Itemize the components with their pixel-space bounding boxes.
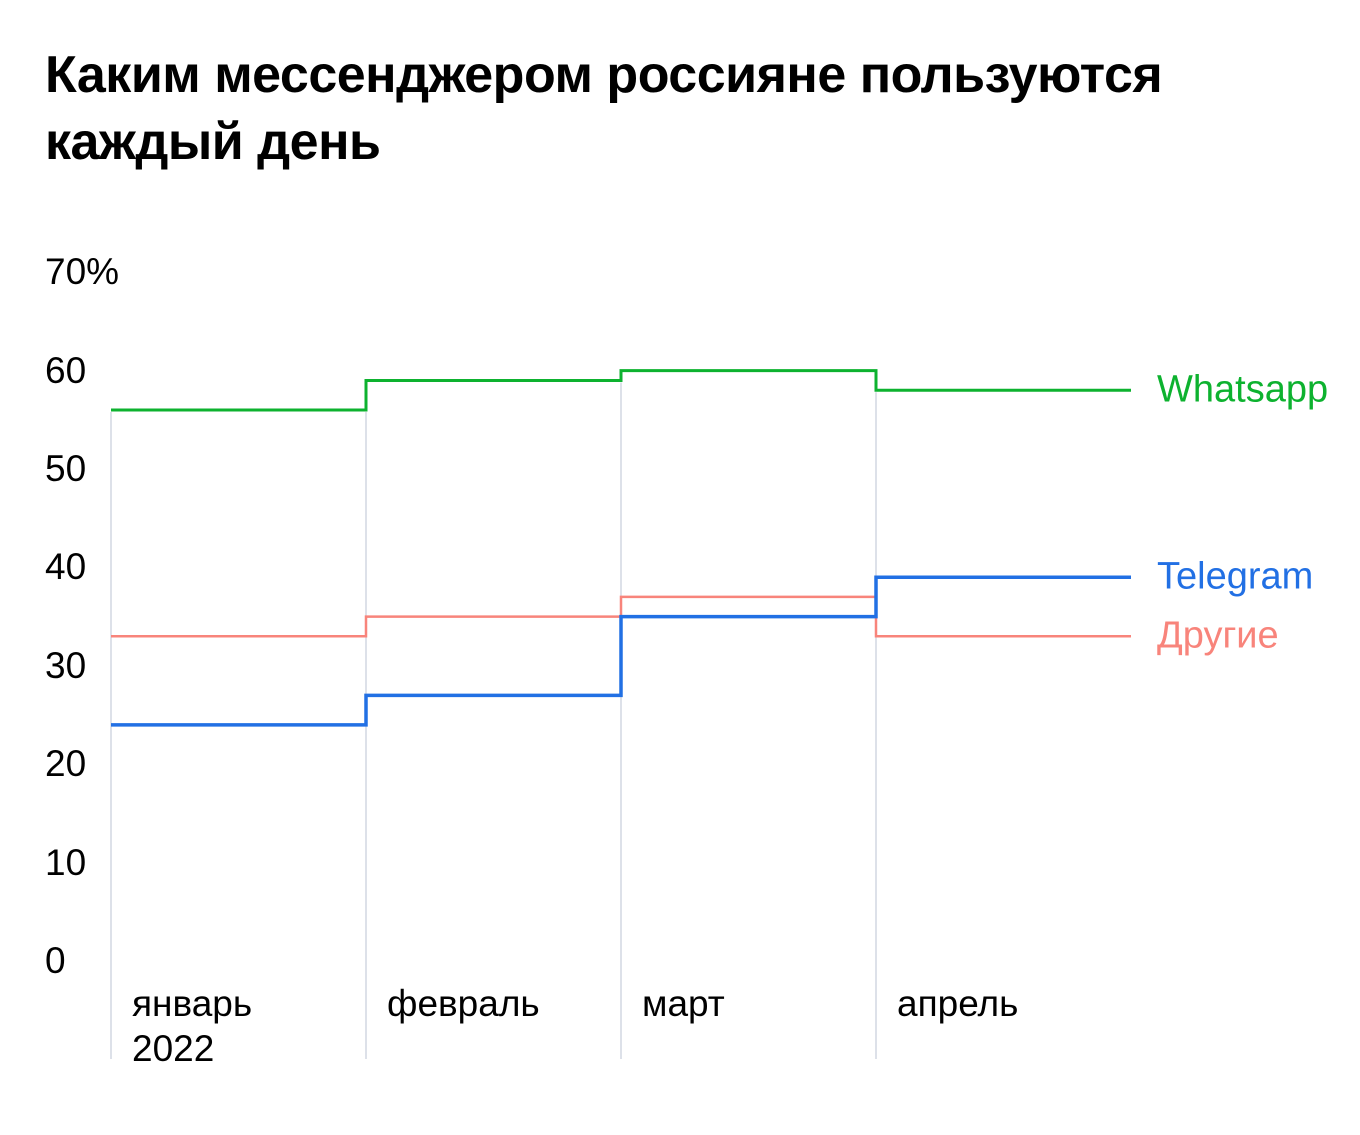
chart-title: Каким мессенджером россияне пользуются к… xyxy=(45,42,1163,176)
chart-title-line-1: Каким мессенджером россияне пользуются xyxy=(45,46,1163,104)
x-tick-label: февраль xyxy=(387,983,540,1024)
legend-label-whatsapp: Whatsapp xyxy=(1157,368,1329,411)
y-tick-label: 0 xyxy=(45,940,66,981)
series-line-другие xyxy=(111,595,1131,638)
legend-label-telegram: Telegram xyxy=(1157,555,1314,598)
x-tick-label: январь 2022 xyxy=(132,983,253,1069)
y-tick-label: 50 xyxy=(45,448,87,489)
y-tick-label: 60 xyxy=(45,349,87,391)
chart-title-line-2: каждый день xyxy=(45,113,381,171)
series-line-whatsapp xyxy=(111,369,1131,412)
x-tick-label: апрель xyxy=(897,983,1019,1024)
y-tick-label: 40 xyxy=(45,546,87,588)
x-tick-label: март xyxy=(642,983,725,1024)
series-line-telegram xyxy=(111,575,1131,727)
y-tick-label: 10 xyxy=(45,841,87,883)
y-tick-label: 20 xyxy=(45,743,87,785)
legend-label-другие: Другие xyxy=(1157,614,1279,657)
y-tick-label: 30 xyxy=(45,644,87,686)
y-tick-label: 70% xyxy=(45,251,120,293)
